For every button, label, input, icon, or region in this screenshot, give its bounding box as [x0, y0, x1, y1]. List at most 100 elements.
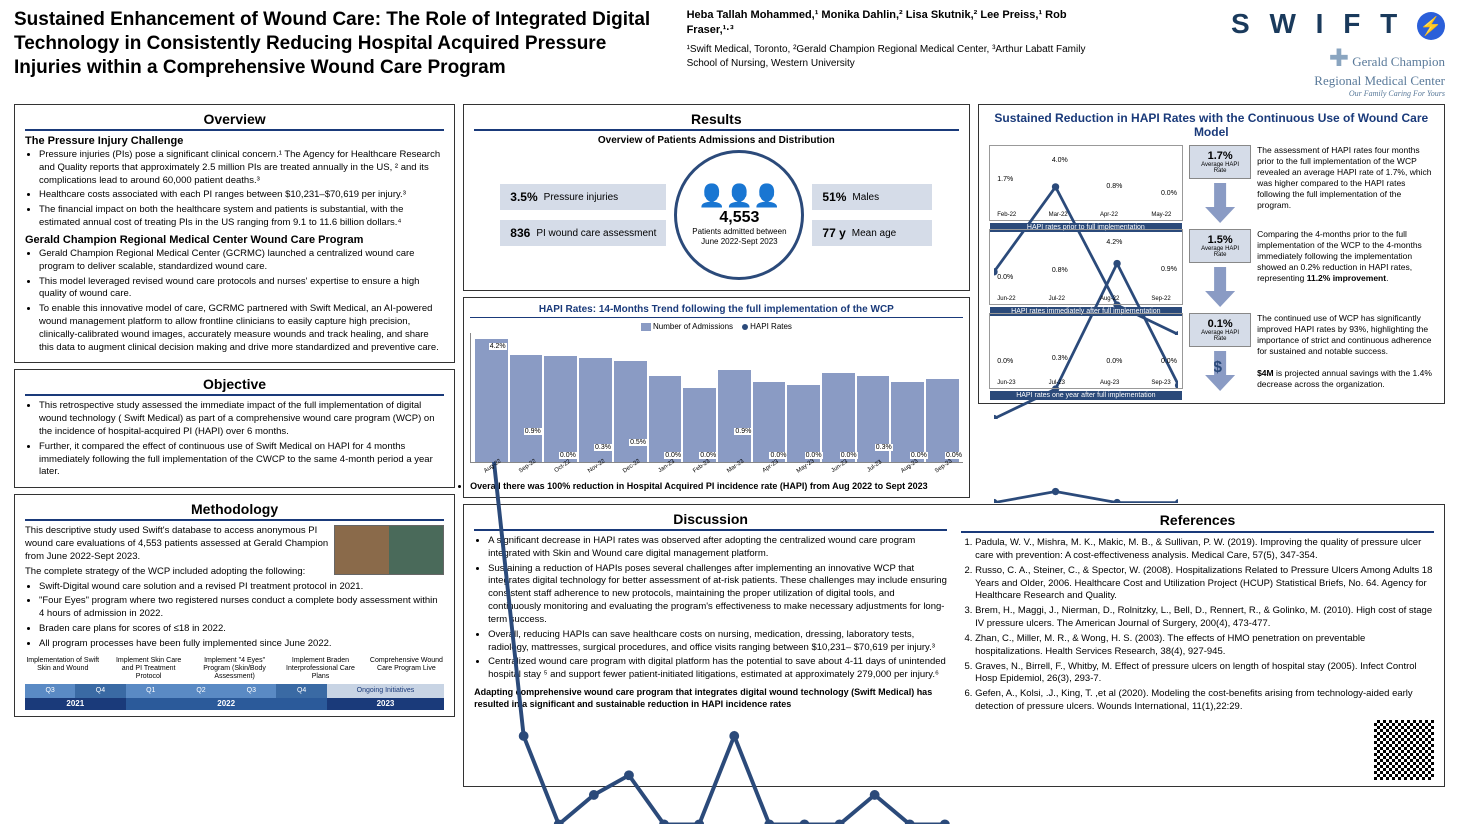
- people-icon: 👤👤👤: [698, 183, 780, 209]
- affiliations: ¹Swift Medical, Toronto, ²Gerald Champio…: [687, 43, 1116, 71]
- timeline-quarter: Q1: [126, 684, 176, 698]
- mini-data-label: 1.7%: [997, 176, 1013, 183]
- rate-badge: 1.5%Average HAPI Rate: [1189, 229, 1251, 263]
- arrow-column: 0.1%Average HAPI Rate$: [1189, 313, 1251, 391]
- bar: Sep-22: [510, 355, 543, 463]
- mini-month-label: Apr-22: [1100, 212, 1118, 218]
- mini-data-label: 0.8%: [1106, 183, 1122, 190]
- bar: May-23: [787, 385, 820, 462]
- gc-logo: ✚ Gerald ChampionRegional Medical Center…: [1130, 44, 1445, 98]
- bar: Jun-23: [822, 373, 855, 462]
- list-item: Gefen, A., Kolsi, .J., King, T. ,et al (…: [975, 688, 1434, 714]
- mini-data-label: 4.0%: [1052, 157, 1068, 164]
- mini-month-label: Sep-22: [1151, 296, 1170, 302]
- mini-data-label: 0.0%: [1161, 358, 1177, 365]
- data-label: 0.0%: [769, 452, 787, 459]
- bar: Jan-23: [649, 376, 682, 462]
- timeline-year: 2021: [25, 698, 126, 710]
- center-stat: 👤👤👤 4,553 Patients admitted between June…: [674, 150, 804, 280]
- mini-month-label: Jun-23: [997, 380, 1015, 386]
- list-item: Brem, H., Maggi, J., Nierman, D., Rolnit…: [975, 605, 1434, 631]
- sustained-text: The assessment of HAPI rates four months…: [1257, 145, 1434, 211]
- list-item: Gerald Champion Regional Medical Center …: [39, 248, 444, 274]
- mini-month-label: Aug-23: [1100, 380, 1119, 386]
- objective-panel: Objective This retrospective study asses…: [14, 369, 455, 488]
- mini-data-label: 4.2%: [1106, 239, 1122, 246]
- data-label: 4.2%: [489, 343, 507, 350]
- sustained-row: 0.0%0.3%0.0%0.0%Jun-23Jul-23Aug-23Sep-23…: [989, 313, 1434, 391]
- mini-data-label: 0.0%: [997, 274, 1013, 281]
- results-subtitle: Overview of Patients Admissions and Dist…: [474, 135, 958, 146]
- sustained-text: The continued use of WCP has significant…: [1257, 313, 1434, 390]
- sustained-panel: Sustained Reduction in HAPI Rates with t…: [978, 104, 1445, 404]
- data-label: 0.0%: [559, 452, 577, 459]
- overview-h1: The Pressure Injury Challenge: [25, 135, 444, 147]
- references-title: References: [961, 511, 1434, 533]
- timeline-quarter: Q4: [75, 684, 125, 698]
- mini-chart: 1.7%4.0%0.8%0.0%Feb-22Mar-22Apr-22May-22…: [989, 145, 1184, 221]
- mini-data-label: 0.8%: [1052, 267, 1068, 274]
- overview-h2: Gerald Champion Regional Medical Center …: [25, 234, 444, 246]
- mini-month-label: Jul-22: [1049, 296, 1065, 302]
- method-image: [334, 525, 444, 575]
- list-item: Pressure injuries (PIs) pose a significa…: [39, 149, 444, 187]
- data-label: 0.0%: [840, 452, 858, 459]
- mini-data-label: 0.0%: [1106, 358, 1122, 365]
- bar: Sep-23: [926, 379, 959, 462]
- mini-data-label: 0.9%: [1161, 266, 1177, 273]
- data-label: 0.0%: [699, 452, 717, 459]
- stat-males: 51%Males: [812, 184, 932, 210]
- sustained-title: Sustained Reduction in HAPI Rates with t…: [989, 111, 1434, 141]
- overview-panel: Overview The Pressure Injury Challenge P…: [14, 104, 455, 363]
- mini-data-label: 0.3%: [1052, 355, 1068, 362]
- mini-month-label: Mar-22: [1049, 212, 1068, 218]
- sustained-row: 1.7%4.0%0.8%0.0%Feb-22Mar-22Apr-22May-22…: [989, 145, 1434, 223]
- bar: Dec-22: [614, 361, 647, 462]
- authors: Heba Tallah Mohammed,¹ Monika Dahlin,² L…: [687, 8, 1116, 39]
- bar: Oct-22: [544, 356, 577, 462]
- arrow-down-icon: [1205, 267, 1235, 307]
- list-item: The financial impact on both the healthc…: [39, 204, 444, 230]
- timeline-year: 2023: [327, 698, 444, 710]
- results-title: Results: [474, 111, 958, 131]
- data-label: 0.9%: [734, 428, 752, 435]
- mini-chart: 0.0% 0.8% 4.2% 0.9% Jun-22 Jul-22 Aug-22 Sep-22…: [989, 229, 1184, 305]
- trend-chart: Aug-22Sep-22Oct-22Nov-22Dec-22Jan-23Feb-…: [470, 333, 962, 463]
- mini-chart: 0.0%0.3%0.0%0.0%Jun-23Jul-23Aug-23Sep-23…: [989, 313, 1184, 389]
- bolt-icon: ⚡: [1417, 12, 1445, 40]
- sustained-row: 0.0% 0.8% 4.2% 0.9% Jun-22 Jul-22 Aug-22 Sep-22…: [989, 229, 1434, 307]
- swift-logo: S W I F T ⚡: [1130, 8, 1445, 40]
- list-item: Braden care plans for scores of ≤18 in 2…: [39, 623, 444, 636]
- timeline-item: Implement "4 Eyes" Program (Skin/Body As…: [197, 657, 272, 682]
- data-label: 0.5%: [629, 439, 647, 446]
- data-label: 0.3%: [875, 444, 893, 451]
- mini-month-label: Jun-22: [997, 296, 1015, 302]
- list-item: To enable this innovative model of care,…: [39, 303, 444, 354]
- list-item: This model leveraged revised wound care …: [39, 276, 444, 302]
- list-item: Padula, W. V., Mishra, M. K., Makic, M. …: [975, 537, 1434, 563]
- list-item: Russo, C. A., Steiner, C., & Spector, W.…: [975, 565, 1434, 603]
- stat-age: 77 yMean age: [812, 220, 932, 246]
- bar: Mar-23: [718, 370, 751, 462]
- timeline-quarter: Q4: [276, 684, 326, 698]
- mini-data-label: 0.0%: [997, 358, 1013, 365]
- list-item: Healthcare costs associated with each PI…: [39, 189, 444, 202]
- sustained-text: Comparing the 4-months prior to the full…: [1257, 229, 1434, 284]
- trend-chart-panel: HAPI Rates: 14-Months Trend following th…: [463, 297, 969, 498]
- mini-month-label: Jul-23: [1049, 380, 1065, 386]
- timeline-item: Comprehensive Wound Care Program Live: [369, 657, 444, 682]
- timeline-quarter: Q2: [176, 684, 226, 698]
- timeline-item: Implementation of Swift Skin and Wound: [25, 657, 100, 682]
- timeline: Implementation of Swift Skin and Wound Im…: [25, 657, 444, 710]
- overview-title: Overview: [25, 111, 444, 131]
- list-item: Zhan, C., Miller, M. R., & Wong, H. S. (…: [975, 633, 1434, 659]
- data-label: 0.0%: [664, 452, 682, 459]
- data-label: 0.0%: [910, 452, 928, 459]
- mini-month-label: Aug-22: [1100, 296, 1119, 302]
- list-item: Graves, N., Birrell, F., Whitby, M. Effe…: [975, 661, 1434, 687]
- bar: Aug-23: [891, 382, 924, 462]
- qr-code: [1374, 720, 1434, 780]
- list-item: This retrospective study assessed the im…: [39, 400, 444, 438]
- mini-data-label: 0.0%: [1161, 190, 1177, 197]
- timeline-quarter: Ongoing Initiatives: [327, 684, 444, 698]
